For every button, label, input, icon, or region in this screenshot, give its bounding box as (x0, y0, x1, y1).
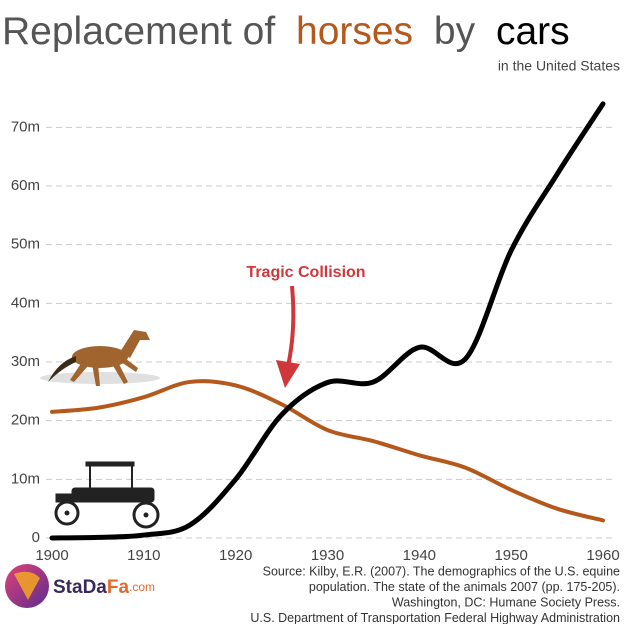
title-horses: horses (296, 10, 413, 53)
x-tick-label: 1950 (494, 547, 527, 564)
x-tick-label: 1960 (586, 547, 619, 564)
logo-text: StaDaFa.com (53, 577, 155, 598)
horse-icon (40, 330, 160, 386)
annotation: Tragic Collision (246, 264, 365, 281)
source: Source: Kilby, E.R. (2007). The demograp… (250, 564, 620, 624)
annotation-arrow (276, 285, 300, 388)
chart-title: Replacement of horses by cars (2, 10, 570, 53)
title-start: Replacement of (2, 10, 275, 53)
logo-a: StaDa (53, 577, 107, 598)
y-tick-label: 20m (11, 412, 40, 429)
car-icon (54, 461, 160, 529)
title-middle: by (434, 10, 476, 53)
logo-c: .com (129, 580, 155, 594)
source-line: Source: Kilby, E.R. (2007). The demograp… (263, 564, 620, 578)
x-tick-label: 1910 (127, 547, 160, 564)
subtitle: in the United States (498, 58, 620, 74)
x-tick-label: 1940 (403, 547, 436, 564)
plot: 0 10m 20m 30m 40m 50m 60m 70m 1900 1910 1920 1930 19… (11, 101, 620, 564)
x-tick-label: 1930 (311, 547, 344, 564)
x-tick-label: 1900 (35, 547, 68, 564)
y-tick-label: 40m (11, 294, 40, 311)
y-tick-label: 30m (11, 353, 40, 370)
source-line: population. The state of the animals 200… (309, 580, 620, 594)
source-line: Washington, DC: Humane Society Press. (392, 595, 620, 609)
title-cars: cars (496, 10, 570, 53)
y-tick-label: 60m (11, 177, 40, 194)
series-line (50, 379, 605, 523)
y-tick-label: 50m (11, 236, 40, 253)
y-tick-label: 70m (11, 118, 40, 135)
logo: StaDaFa.com (5, 564, 155, 608)
y-tick-label: 0 (32, 529, 40, 546)
x-tick-label: 1920 (219, 547, 252, 564)
series-line (49, 101, 606, 541)
logo-b: Fa (107, 577, 130, 598)
y-tick-label: 10m (11, 470, 40, 487)
source-line: U.S. Department of Transportation Federa… (250, 611, 620, 624)
